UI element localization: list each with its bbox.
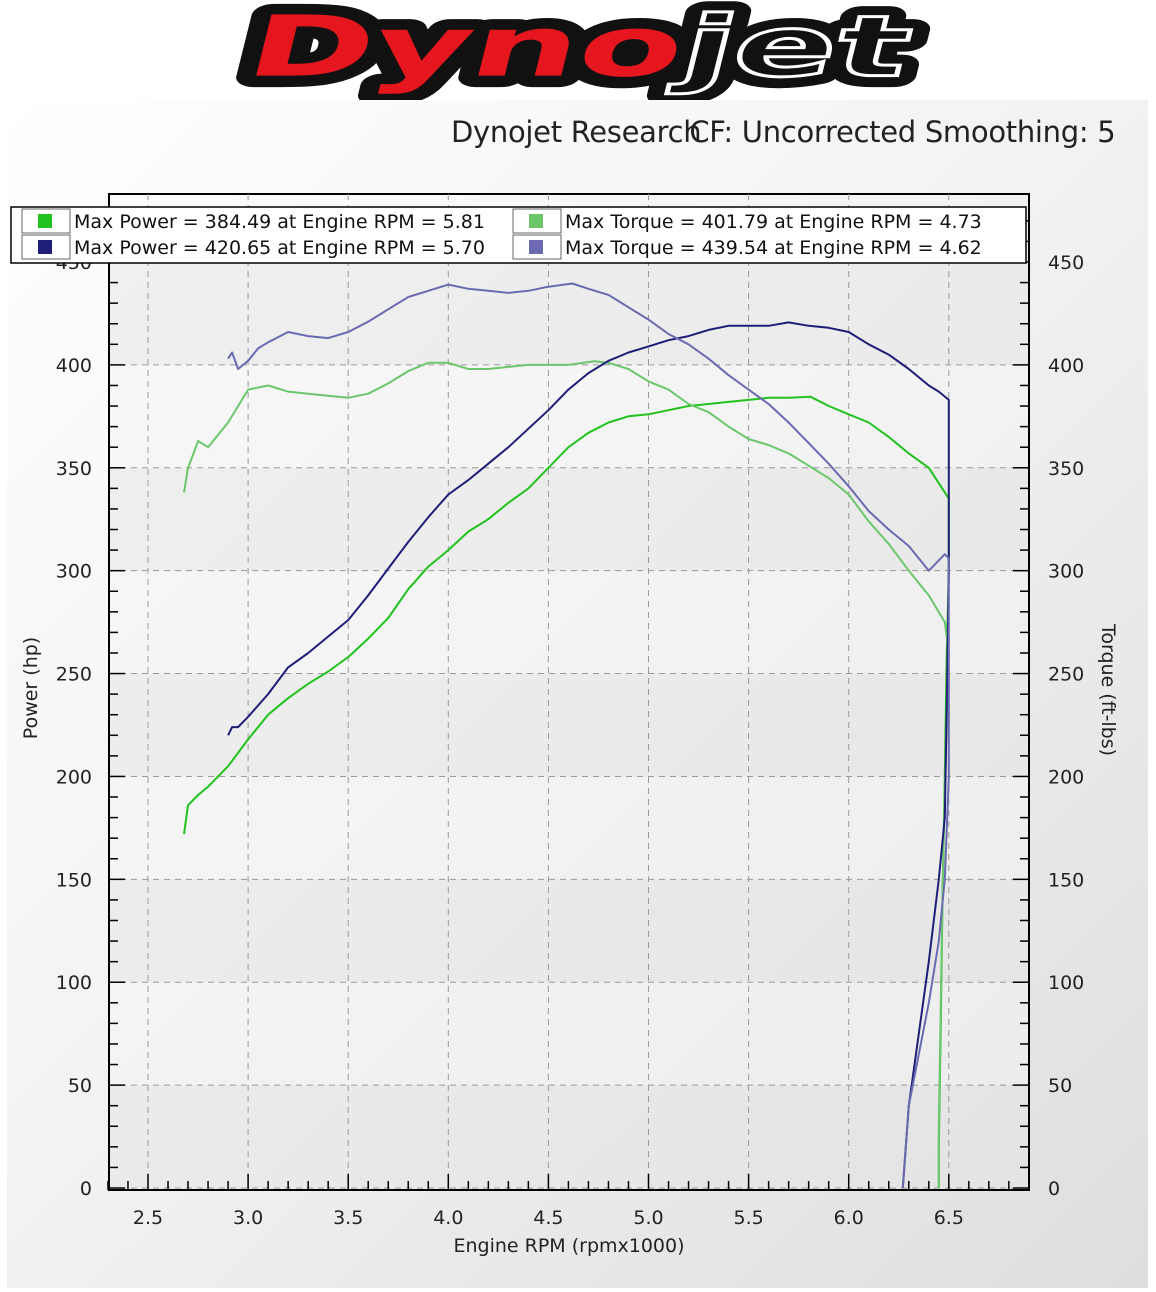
svg-text:Dynojet: Dynojet [237,0,921,97]
x-tick-label: 6.0 [834,1207,864,1229]
y-tick-label-left: 200 [56,766,92,788]
y-tick-label-right: 350 [1048,458,1084,480]
grid-band [110,776,1028,880]
series-line-run2_power [227,321,950,1189]
y-tick-label-left: 350 [56,458,92,480]
y-tick-label-right: 200 [1048,766,1084,788]
y-tick-label-left: 300 [56,561,92,583]
y-tick-label-left: 0 [80,1178,92,1200]
y-tick-label-right: 250 [1048,664,1084,686]
x-tick-label: 4.0 [433,1207,463,1229]
y-tick-label-right: 100 [1048,972,1084,994]
header-source: Dynojet Research [451,115,702,149]
legend-label-run1_power: Max Power = 384.49 at Engine RPM = 5.81 [74,211,485,233]
x-tick-label: 5.0 [633,1207,663,1229]
header-smoothing: Smoothing: 5 [924,115,1116,149]
y-tick-label-right: 50 [1048,1075,1072,1097]
axis-ticks [107,220,1030,1190]
dynojet-logo: Dynojet Dyno jet [226,0,932,100]
y-tick-label-right: 150 [1048,869,1084,891]
grid-band [110,1085,1028,1188]
series-line-run1_power [183,395,950,1188]
legend-swatch-run1_power [38,214,52,228]
grid-band [110,570,1028,674]
x-tick-label: 6.5 [934,1207,964,1229]
y-tick-label-right: 0 [1048,1178,1060,1200]
y-tick-label-left: 50 [68,1075,92,1097]
y-tick-label-left: 250 [56,664,92,686]
x-tick-label: 3.0 [233,1207,263,1229]
y-axis-title: Power (hp) [20,637,42,739]
x-tick-label: 5.5 [733,1207,763,1229]
legend-swatch-run2_power [38,240,52,254]
grid-band [110,982,1028,1086]
y-tick-label-left: 100 [56,972,92,994]
x-axis-title: Engine RPM (rpmx1000) [453,1235,684,1257]
axis-labels: 2.5 3.0 3.5 4.0 4.5 5.0 5.5 6.0 6.5 0 0 50 50 100 100 1… [20,252,1119,1257]
header-correction: CF: Uncorrected [689,115,916,149]
grid-band [110,467,1028,571]
legend: Max Power = 384.49 at Engine RPM = 5.81 M… [10,206,1027,264]
grid-lines [109,194,1029,1190]
legend-label-run2_power: Max Power = 420.65 at Engine RPM = 5.70 [74,237,485,259]
svg-text:Dynojet: Dynojet [237,0,921,97]
legend-swatch-run1_torque [529,214,543,228]
y2-axis-title: Torque (ft-lbs) [1097,623,1119,756]
grid-band [110,364,1028,468]
grid-band [110,673,1028,777]
y-tick-label-right: 300 [1048,561,1084,583]
chart-header: Dynojet ResearchCF: Uncorrected Smoothin… [451,115,1116,149]
legend-swatch-run2_torque [529,240,543,254]
series-line-run2_torque [227,282,950,1189]
series-line-run1_torque [183,360,950,1188]
y-tick-label-right: 450 [1048,252,1084,274]
y-tick-label-right: 400 [1048,355,1084,377]
x-tick-label: 4.5 [533,1207,563,1229]
x-tick-label: 3.5 [333,1207,363,1229]
legend-label-run2_torque: Max Torque = 439.54 at Engine RPM = 4.62 [565,237,982,259]
legend-label-run1_torque: Max Torque = 401.79 at Engine RPM = 4.73 [565,211,982,233]
y-tick-label-left: 150 [56,869,92,891]
y-tick-label-left: 400 [56,355,92,377]
grid-band [110,879,1028,983]
series-lines [183,282,950,1189]
x-tick-label: 2.5 [133,1207,163,1229]
